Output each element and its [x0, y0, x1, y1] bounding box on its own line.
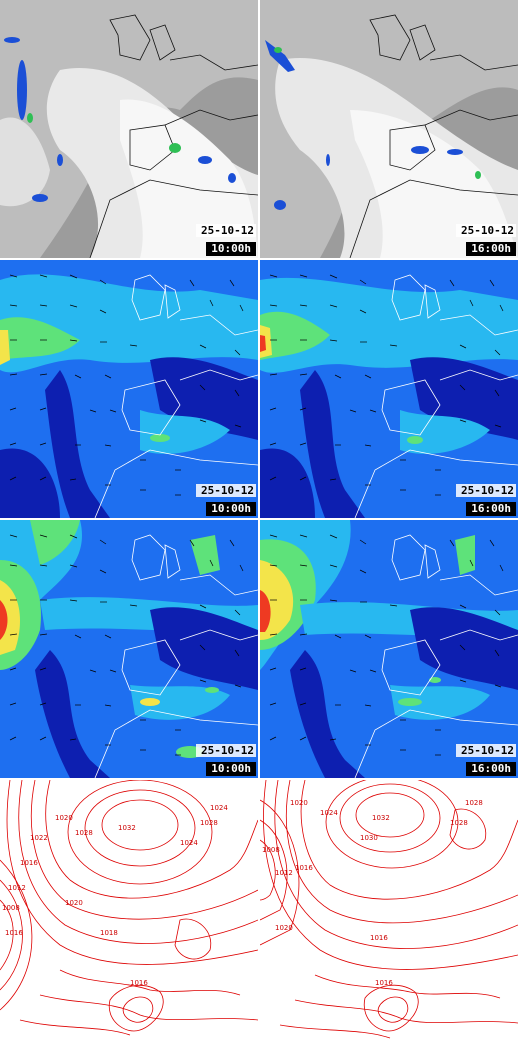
timestamp-date: 25-10-12: [196, 744, 256, 757]
wind-field-map: [260, 260, 518, 518]
isobar-label: 1016: [20, 859, 38, 867]
isobar-label: 1032: [372, 814, 390, 822]
isobar-map: 1032 1028 1024 1020 1016 1012 1016 1008 …: [260, 780, 518, 1040]
isobar-label: 1016: [375, 979, 393, 987]
panel-divider: [0, 778, 520, 780]
isobar-label: 1020: [65, 899, 83, 907]
isobar-label: 1008: [2, 904, 20, 912]
timestamp: 25-10-12 10:00h: [196, 484, 256, 516]
isobar-label: 1022: [30, 834, 48, 842]
isobar-label: 1030: [360, 834, 378, 842]
timestamp-date: 25-10-12: [196, 484, 256, 497]
wind-panel-high-16h: 25-10-12 16:00h: [260, 520, 518, 778]
isobar-label: 1024: [320, 809, 338, 817]
timestamp: 25-10-12 10:00h: [196, 744, 256, 776]
isobar-label: 1016: [295, 864, 313, 872]
isobar-label: 1016: [5, 929, 23, 937]
isobar-label: 1020: [55, 814, 73, 822]
wind-panel-low-10h: 25-10-12 10:00h: [0, 260, 258, 518]
panel-divider: [0, 258, 520, 260]
panel-divider: [0, 518, 520, 520]
isobar-label: 1028: [465, 799, 483, 807]
timestamp: 25-10-12 16:00h: [456, 744, 516, 776]
timestamp-time: 10:00h: [206, 502, 256, 516]
timestamp-date: 25-10-12: [456, 744, 516, 757]
isobar-panel-left: 1032 1028 1024 1020 1016 1012 1008 1018 …: [0, 780, 258, 1040]
timestamp-date: 25-10-12: [456, 484, 516, 497]
timestamp-time: 16:00h: [466, 502, 516, 516]
satellite-image: [0, 0, 258, 258]
isobar-label: 1008: [262, 846, 280, 854]
isobar-label: 1024: [210, 804, 228, 812]
panel-divider: [258, 0, 260, 1040]
isobar-label: 1016: [370, 934, 388, 942]
satellite-panel-16h: 25-10-12 16:00h: [260, 0, 518, 258]
satellite-image: [260, 0, 518, 258]
timestamp-time: 16:00h: [466, 242, 516, 256]
timestamp-time: 10:00h: [206, 762, 256, 776]
isobar-panel-right: 1032 1028 1024 1020 1016 1012 1016 1008 …: [260, 780, 518, 1040]
isobar-label: 1028: [75, 829, 93, 837]
wind-field-map: [0, 520, 258, 778]
isobar-label: 1020: [275, 924, 293, 932]
isobar-map: 1032 1028 1024 1020 1016 1012 1008 1018 …: [0, 780, 258, 1040]
isobar-label: 1016: [130, 979, 148, 987]
timestamp: 25-10-12 16:00h: [456, 484, 516, 516]
timestamp-time: 10:00h: [206, 242, 256, 256]
isobar-label: 1020: [290, 799, 308, 807]
timestamp-date: 25-10-12: [196, 224, 256, 237]
wind-field-map: [0, 260, 258, 518]
timestamp: 25-10-12 10:00h: [196, 224, 256, 256]
wind-field-map: [260, 520, 518, 778]
isobar-label: 1012: [275, 869, 293, 877]
wind-panel-high-10h: 25-10-12 10:00h: [0, 520, 258, 778]
timestamp-date: 25-10-12: [456, 224, 516, 237]
isobar-label: 1028: [200, 819, 218, 827]
isobar-label: 1018: [100, 929, 118, 937]
timestamp: 25-10-12 16:00h: [456, 224, 516, 256]
isobar-label: 1012: [8, 884, 26, 892]
isobar-label: 1032: [118, 824, 136, 832]
isobar-label: 1028: [450, 819, 468, 827]
satellite-panel-10h: 25-10-12 10:00h: [0, 0, 258, 258]
wind-panel-low-16h: 25-10-12 16:00h: [260, 260, 518, 518]
isobar-label: 1024: [180, 839, 198, 847]
timestamp-time: 16:00h: [466, 762, 516, 776]
